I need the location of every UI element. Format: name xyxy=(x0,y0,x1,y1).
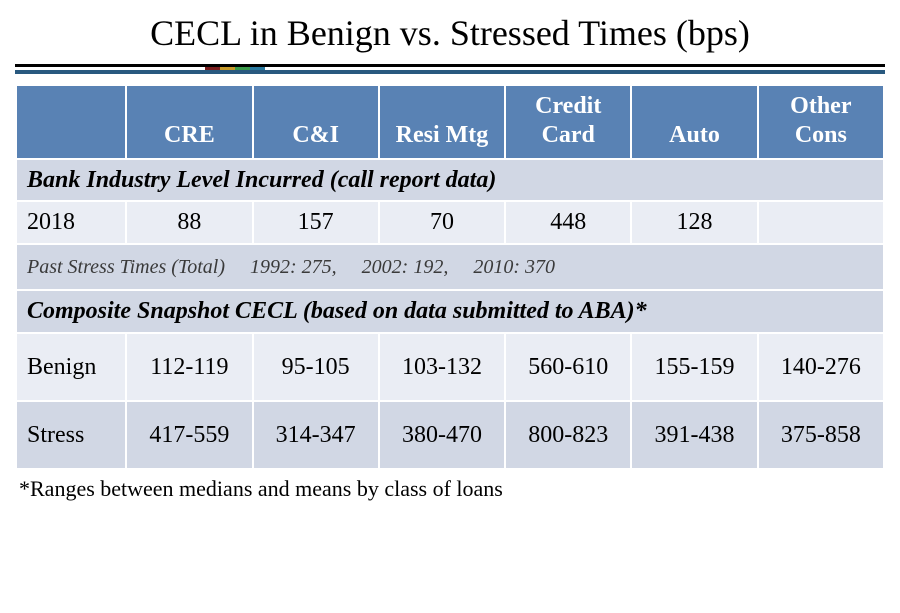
row-2018-ci: 157 xyxy=(253,201,379,244)
row-2018-other xyxy=(758,201,884,244)
page-container: CECL in Benign vs. Stressed Times (bps) … xyxy=(0,0,900,613)
section-composite-label: Composite Snapshot CECL (based on data s… xyxy=(16,290,884,333)
cecl-table: CRE C&I Resi Mtg Credit Card Auto Other … xyxy=(15,84,885,470)
past-stress-note: Past Stress Times (Total) 1992: 275, 200… xyxy=(16,244,884,290)
section-bank-industry: Bank Industry Level Incurred (call repor… xyxy=(16,159,884,202)
row-2018-cc: 448 xyxy=(505,201,631,244)
row-benign-label: Benign xyxy=(16,333,126,401)
header-cre: CRE xyxy=(126,85,252,159)
header-ci: C&I xyxy=(253,85,379,159)
row-stress-cre: 417-559 xyxy=(126,401,252,469)
row-benign-cre: 112-119 xyxy=(126,333,252,401)
divider-bottom-line xyxy=(15,70,885,74)
row-2018-auto: 128 xyxy=(631,201,757,244)
row-stress-ci: 314-347 xyxy=(253,401,379,469)
row-benign-resi: 103-132 xyxy=(379,333,505,401)
footnote: *Ranges between medians and means by cla… xyxy=(15,476,885,502)
header-credit-card: Credit Card xyxy=(505,85,631,159)
row-benign-other: 140-276 xyxy=(758,333,884,401)
row-2018-cre: 88 xyxy=(126,201,252,244)
header-auto: Auto xyxy=(631,85,757,159)
accent-divider xyxy=(15,64,885,76)
row-benign-cc: 560-610 xyxy=(505,333,631,401)
row-stress: Stress 417-559 314-347 380-470 800-823 3… xyxy=(16,401,884,469)
past-stress-note-row: Past Stress Times (Total) 1992: 275, 200… xyxy=(16,244,884,290)
row-stress-auto: 391-438 xyxy=(631,401,757,469)
row-stress-cc: 800-823 xyxy=(505,401,631,469)
section-bank-industry-label: Bank Industry Level Incurred (call repor… xyxy=(16,159,884,202)
row-benign: Benign 112-119 95-105 103-132 560-610 15… xyxy=(16,333,884,401)
header-resi-mtg: Resi Mtg xyxy=(379,85,505,159)
row-stress-label: Stress xyxy=(16,401,126,469)
table-header-row: CRE C&I Resi Mtg Credit Card Auto Other … xyxy=(16,85,884,159)
row-benign-ci: 95-105 xyxy=(253,333,379,401)
header-other-cons: Other Cons xyxy=(758,85,884,159)
row-benign-auto: 155-159 xyxy=(631,333,757,401)
row-stress-resi: 380-470 xyxy=(379,401,505,469)
row-stress-other: 375-858 xyxy=(758,401,884,469)
header-blank xyxy=(16,85,126,159)
page-title: CECL in Benign vs. Stressed Times (bps) xyxy=(0,0,900,64)
row-2018-label: 2018 xyxy=(16,201,126,244)
section-composite-cecl: Composite Snapshot CECL (based on data s… xyxy=(16,290,884,333)
row-2018-resi: 70 xyxy=(379,201,505,244)
divider-top-line xyxy=(15,64,885,67)
row-2018: 2018 88 157 70 448 128 xyxy=(16,201,884,244)
